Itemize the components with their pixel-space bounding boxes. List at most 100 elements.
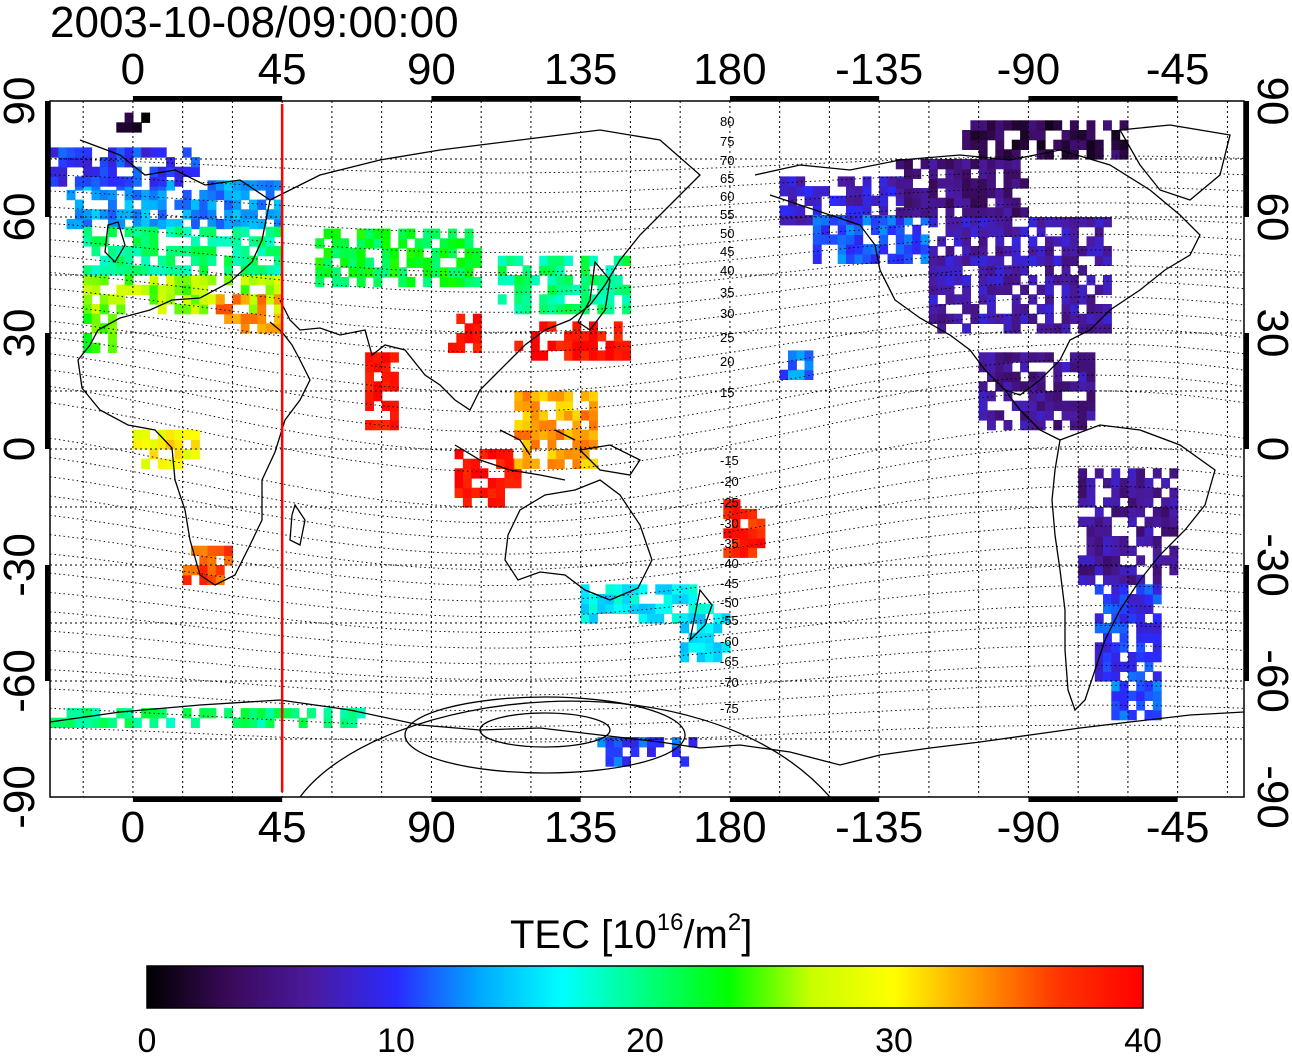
tec-cell — [572, 321, 582, 332]
tec-cell — [705, 652, 714, 663]
tec-cell — [257, 199, 267, 210]
tec-cell — [1136, 603, 1146, 614]
tec-cell — [157, 218, 167, 230]
tec-cell — [748, 508, 758, 520]
tec-cell — [663, 603, 673, 614]
tec-cell — [149, 275, 159, 286]
tec-cell — [149, 218, 159, 230]
frame-tick-marks — [45, 96, 1249, 802]
tec-cell — [522, 284, 532, 295]
tec-cell — [613, 350, 623, 361]
tec-cell — [671, 584, 681, 595]
tec-cell — [887, 186, 897, 197]
tec-cell — [166, 166, 175, 177]
tec-cell — [622, 594, 631, 605]
tec-cell — [953, 159, 963, 170]
tec-cell — [1053, 120, 1063, 131]
tec-cell — [116, 255, 126, 266]
tec-cell — [1094, 236, 1104, 247]
tec-cell — [149, 717, 159, 728]
tec-cell — [978, 130, 988, 141]
tec-cell — [970, 313, 980, 324]
y-tick-right: -90 — [1248, 765, 1292, 829]
coast-australia — [504, 479, 653, 601]
colorbar-tick: 0 — [138, 1022, 157, 1057]
tec-cell — [356, 257, 366, 268]
mag-label: -70 — [720, 675, 739, 690]
tec-cell — [613, 584, 623, 595]
tec-cell — [91, 189, 101, 201]
tec-cell — [232, 199, 242, 210]
tec-cell — [1045, 313, 1054, 324]
tec-cell — [987, 391, 996, 402]
tec-cell — [454, 468, 464, 479]
tec-cell — [514, 294, 524, 305]
tec-cell — [953, 294, 963, 305]
tec-cell — [1127, 507, 1137, 518]
tec-cell — [1086, 149, 1096, 160]
tec-cell — [83, 265, 93, 276]
tec-cell — [506, 255, 515, 266]
tec-cell — [356, 267, 366, 278]
mag-contour — [50, 343, 1244, 413]
tec-cell — [1003, 226, 1013, 237]
tec-cell — [945, 197, 955, 208]
tec-cell — [1152, 516, 1162, 527]
tec-cell — [671, 737, 681, 748]
tec-cell — [149, 265, 159, 276]
tec-cell — [1161, 526, 1170, 537]
mag-pole-ring — [404, 696, 686, 774]
tec-cell — [1119, 613, 1129, 624]
tec-cell — [191, 166, 200, 177]
tec-cell — [497, 294, 507, 305]
tec-cell — [116, 218, 126, 230]
tec-cell — [199, 209, 209, 220]
tec-cell — [638, 613, 648, 624]
tec-cell — [1103, 555, 1112, 566]
tec-cell — [547, 294, 557, 305]
tec-cell — [166, 717, 175, 728]
tec-cell — [522, 275, 532, 286]
tec-cell — [1045, 217, 1054, 228]
tec-cell — [928, 265, 938, 276]
tec-cell — [132, 209, 142, 220]
tec-cell — [962, 236, 971, 247]
tec-cell — [879, 234, 889, 245]
tec-cell — [1061, 236, 1071, 247]
y-tick-left: -30 — [0, 533, 44, 597]
tec-cell — [547, 265, 557, 276]
tec-cell — [1069, 226, 1079, 237]
tec-cell — [257, 265, 267, 276]
tec-cell — [1103, 536, 1112, 547]
tec-cell — [1144, 652, 1154, 663]
tec-cell — [257, 275, 267, 286]
tec-cell — [1119, 681, 1129, 692]
tec-cell — [1061, 139, 1071, 150]
tec-cell — [962, 255, 971, 266]
tec-cell — [1144, 603, 1154, 614]
tec-cell — [846, 186, 855, 197]
tec-cell — [99, 275, 109, 286]
tec-cell — [273, 294, 283, 305]
y-tick-right: -60 — [1248, 649, 1292, 713]
tec-cell — [1111, 584, 1121, 595]
tec-cell — [74, 708, 84, 719]
tec-cell — [837, 253, 847, 264]
tec-cell — [1078, 362, 1088, 373]
tec-cell — [879, 244, 889, 255]
tec-cell — [1144, 632, 1154, 643]
tec-cell — [589, 275, 598, 286]
tec-cell — [1103, 632, 1112, 643]
tec-cell — [1011, 139, 1021, 150]
tec-cell — [962, 130, 971, 141]
tec-cell — [1119, 507, 1129, 518]
tec-cell — [141, 255, 151, 266]
tec-cell — [796, 186, 806, 197]
tec-cell — [1094, 507, 1104, 518]
tec-cell — [1094, 584, 1104, 595]
tec-cell — [124, 226, 134, 237]
tec-cell — [149, 147, 159, 158]
coast-north-america — [754, 149, 1201, 396]
tec-cell — [1094, 613, 1104, 624]
